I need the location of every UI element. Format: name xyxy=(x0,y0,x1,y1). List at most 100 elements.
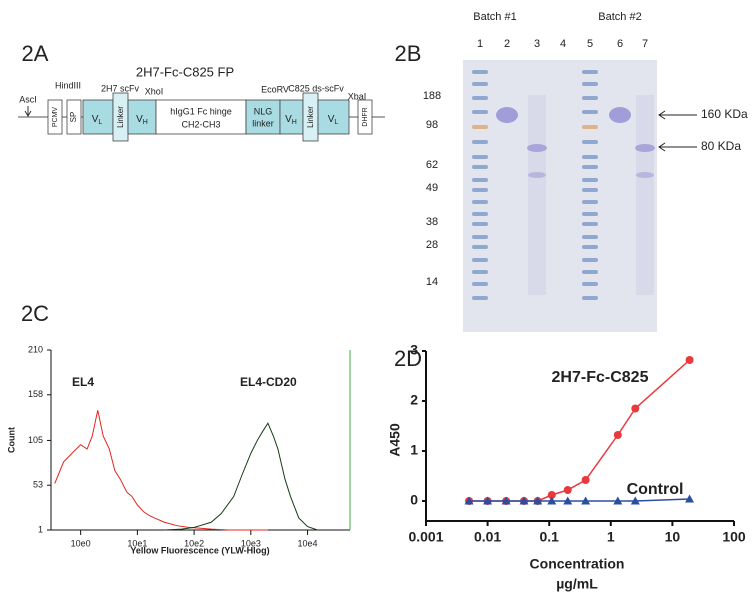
marker-size: 188 xyxy=(423,90,441,102)
label: linker xyxy=(252,118,274,128)
series-name: 2H7-Fc-C825 xyxy=(552,369,649,386)
y-tick-label: 53 xyxy=(33,480,43,490)
x-tick-label: 10e4 xyxy=(298,538,318,548)
ladder-band xyxy=(472,200,488,204)
ladder-band xyxy=(472,235,488,239)
v-sub: L xyxy=(334,119,338,126)
x-tick-label: 0.001 xyxy=(408,529,443,545)
arrow xyxy=(24,106,32,117)
rotated-label: SP xyxy=(69,112,78,123)
x-tick-label: 10e3 xyxy=(241,538,261,548)
smear xyxy=(636,95,654,295)
x-tick-label: 10e1 xyxy=(127,538,147,548)
panel-label: 2A xyxy=(22,41,49,66)
ladder-band xyxy=(472,125,488,129)
marker-size: 38 xyxy=(426,216,438,228)
band xyxy=(527,144,547,152)
rotated-label: Linker xyxy=(306,106,315,128)
segment-box xyxy=(66,99,82,135)
segment-box xyxy=(47,99,63,135)
lane-number: 7 xyxy=(642,38,648,50)
point xyxy=(563,486,572,494)
point xyxy=(613,496,623,505)
rotated-label: DHFR xyxy=(362,107,369,126)
band xyxy=(636,172,654,178)
point xyxy=(685,356,694,364)
ladder-band xyxy=(582,282,598,286)
label: C825 ds-scFv xyxy=(288,83,344,93)
ladder-band xyxy=(472,82,488,86)
y-axis-title: Count xyxy=(6,427,16,453)
point xyxy=(464,496,474,505)
series-line xyxy=(54,410,268,531)
marker-size: 28 xyxy=(426,239,438,251)
v-main: V xyxy=(136,114,143,125)
ladder-band xyxy=(582,70,598,74)
v-label: VH xyxy=(285,114,297,126)
y-tick-label: 210 xyxy=(28,344,43,354)
segment-box xyxy=(357,99,373,135)
y-axis-title: A450 xyxy=(387,423,403,457)
ladder-band xyxy=(472,296,488,300)
ladder-band xyxy=(582,82,598,86)
y-tick-label: 3 xyxy=(410,342,418,358)
ladder-band xyxy=(582,245,598,249)
ladder-band xyxy=(472,222,488,226)
band xyxy=(496,107,518,123)
v-main: V xyxy=(285,114,292,125)
ladder-band xyxy=(582,222,598,226)
construct-title: 2H7-Fc-C825 FP xyxy=(136,64,234,79)
arrow xyxy=(658,110,697,120)
series-name: EL4 xyxy=(72,375,94,389)
y-tick-label: 1 xyxy=(410,442,418,458)
v-sub: L xyxy=(98,119,102,126)
x-tick-label: 10e0 xyxy=(71,538,91,548)
v-sub: H xyxy=(143,119,148,126)
smear xyxy=(528,95,546,295)
ladder-band xyxy=(582,258,598,262)
gel xyxy=(463,60,657,332)
ladder-band xyxy=(472,282,488,286)
marker-size: 14 xyxy=(426,276,438,288)
segment-box xyxy=(82,99,114,135)
v-sub: H xyxy=(292,119,297,126)
panel-label: 2C xyxy=(21,301,49,326)
series-line xyxy=(469,498,690,502)
y-tick-label: 1 xyxy=(38,524,43,534)
ladder-band xyxy=(582,296,598,300)
ladder-band xyxy=(472,188,488,192)
y-tick-label: 158 xyxy=(28,389,43,399)
point xyxy=(630,496,640,505)
y-tick-label: 2 xyxy=(410,392,418,408)
band xyxy=(528,172,546,178)
band xyxy=(635,144,655,152)
segment-box xyxy=(155,99,247,135)
point xyxy=(483,496,493,505)
ladder-band xyxy=(582,270,598,274)
point xyxy=(631,404,640,413)
ladder-band xyxy=(472,165,488,169)
series-name: Control xyxy=(627,481,684,498)
panel-label: 2D xyxy=(394,346,422,371)
point xyxy=(563,496,573,505)
x-tick-label: 10 xyxy=(665,529,681,545)
marker-size: 98 xyxy=(426,119,438,131)
segment-box xyxy=(245,99,281,135)
ladder-band xyxy=(582,125,598,129)
point xyxy=(581,496,591,505)
v-label: VH xyxy=(136,114,148,126)
ladder-band xyxy=(582,235,598,239)
marker-size: 62 xyxy=(426,159,438,171)
ladder-band xyxy=(582,110,598,114)
x-axis-title: Concentration xyxy=(530,556,625,572)
ladder-band xyxy=(582,165,598,169)
x-tick-label: 10e2 xyxy=(184,538,204,548)
y-tick-label: 0 xyxy=(410,492,418,508)
x-tick-label: 0.1 xyxy=(539,529,559,545)
ladder-band xyxy=(472,258,488,262)
ladder-band xyxy=(582,188,598,192)
size-label: 80 KDa xyxy=(701,139,741,153)
band xyxy=(609,107,631,123)
